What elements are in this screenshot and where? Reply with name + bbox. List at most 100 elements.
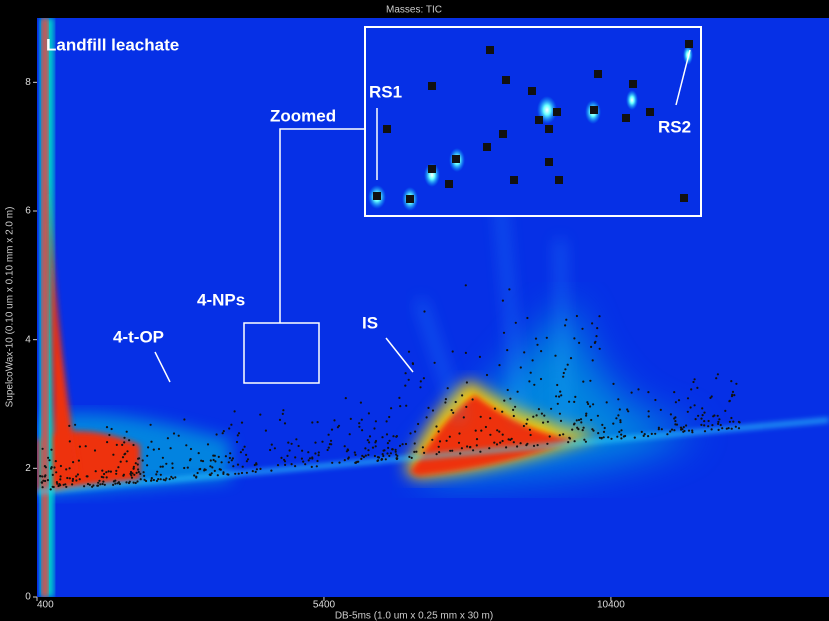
peak-dot — [155, 473, 158, 476]
peak-dot — [125, 481, 128, 484]
peak-dot — [71, 477, 75, 481]
peak-dot — [169, 447, 172, 450]
peak-dot — [522, 424, 526, 428]
peak-dot — [659, 408, 662, 411]
peak-dot — [105, 471, 108, 474]
peak-dot — [208, 473, 211, 476]
peak-dot — [509, 397, 512, 400]
peak-dot — [394, 448, 397, 451]
peak-dot — [707, 419, 710, 423]
y-tick-label: 2 — [25, 463, 31, 474]
peak-dot — [59, 475, 62, 478]
peak-dot — [385, 420, 388, 423]
peak-dot — [367, 449, 370, 452]
peak-dot — [498, 430, 501, 433]
peak-dot — [537, 408, 541, 411]
peak-dot — [64, 483, 67, 486]
peak-dot — [444, 398, 447, 401]
peak-dot — [422, 377, 425, 380]
peak-dot — [693, 378, 696, 381]
peak-dot — [121, 456, 125, 459]
peak-dot — [721, 427, 724, 430]
peak-dot — [132, 467, 135, 470]
peak-dot — [101, 482, 104, 486]
peak-dot — [366, 439, 369, 442]
peak-dot — [577, 418, 581, 422]
peak-dot — [251, 470, 254, 473]
peak-dot — [398, 396, 401, 399]
peak-dot — [311, 421, 314, 424]
peak-dot — [62, 483, 65, 486]
peak-dot — [241, 448, 244, 451]
peak-dot — [330, 443, 333, 446]
peak-dot — [697, 414, 700, 417]
peak-dot — [589, 405, 592, 408]
peak-dot — [501, 439, 504, 443]
peak-dot — [177, 434, 180, 437]
peak-dot — [229, 452, 232, 455]
peak-dot — [210, 472, 213, 475]
peak-dot — [460, 447, 463, 450]
peak-dot — [360, 418, 363, 421]
peak-dot — [620, 429, 623, 432]
peak-dot — [573, 337, 576, 340]
peak-dot — [398, 444, 402, 447]
peak-dot — [685, 424, 688, 427]
peak-dot — [471, 398, 474, 401]
peak-dot — [174, 476, 177, 479]
peak-dot — [419, 386, 422, 389]
peak-dot — [413, 442, 416, 445]
peak-dot — [382, 449, 385, 452]
peak-dot — [691, 429, 694, 432]
peak-dot — [731, 390, 735, 393]
peak-dot — [126, 450, 129, 453]
peak-dot — [640, 430, 643, 433]
peak-dot — [114, 479, 117, 482]
peak-dot — [50, 467, 53, 470]
peak-dot — [232, 465, 235, 468]
peak-dot — [112, 453, 115, 456]
peak-dot — [546, 420, 550, 423]
peak-dot — [166, 437, 169, 440]
peak-dot — [145, 479, 148, 483]
peak-dot — [374, 441, 377, 444]
peak-dot — [388, 439, 391, 442]
peak-dot — [236, 463, 240, 466]
peak-dot — [147, 446, 150, 449]
peak-dot — [212, 458, 215, 462]
peak-dot — [394, 450, 397, 453]
peak-dot — [431, 438, 434, 441]
peak-dot — [301, 449, 304, 452]
peak-dot — [44, 474, 47, 477]
peak-dot — [602, 436, 605, 439]
peak-dot — [39, 475, 42, 478]
peak-dot — [683, 429, 686, 433]
peak-dot — [347, 449, 350, 452]
annotation: IS — [362, 313, 378, 332]
peak-dot — [40, 481, 43, 484]
peak-dot — [404, 442, 408, 446]
peak-dot — [605, 401, 608, 404]
peak-dot — [399, 405, 402, 408]
peak-dot — [139, 478, 142, 481]
peak-dot — [201, 460, 205, 463]
peak-dot — [188, 459, 192, 462]
peak-dot — [615, 417, 618, 420]
peak-dot — [724, 409, 727, 412]
peak-dot — [197, 452, 200, 455]
peak-dot — [691, 431, 694, 434]
peak-dot — [700, 417, 703, 420]
peak-dot — [88, 483, 91, 486]
peak-dot — [230, 459, 233, 462]
peak-dot — [465, 405, 468, 408]
peak-dot — [348, 433, 351, 436]
peak-dot — [159, 465, 162, 468]
peak-dot — [531, 359, 534, 362]
peak-dot — [673, 391, 676, 394]
x-tick-label: 400 — [37, 600, 54, 611]
peak-dot — [501, 410, 504, 413]
peak-dot — [228, 456, 231, 460]
peak-dot — [137, 470, 140, 474]
peak-dot — [642, 434, 645, 437]
peak-dot — [283, 422, 287, 425]
